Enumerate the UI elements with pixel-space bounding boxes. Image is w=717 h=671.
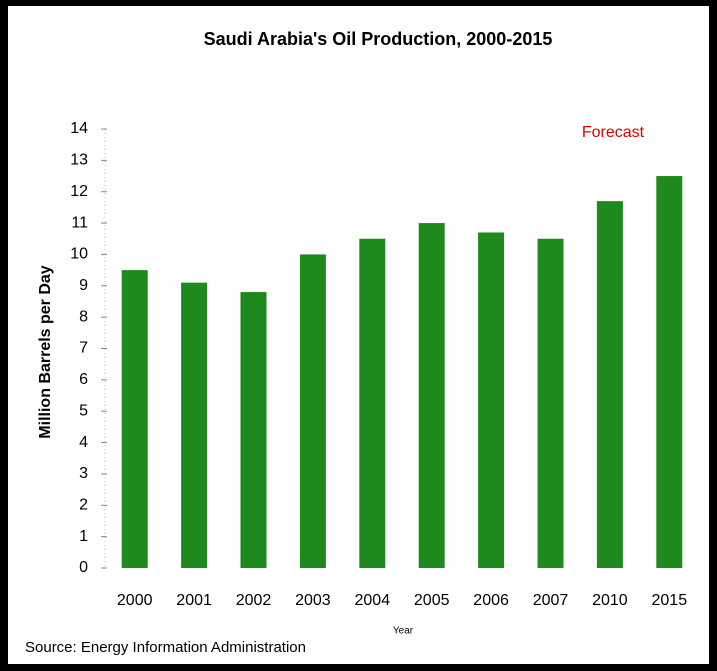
x-tick-label: 2005 [414, 592, 450, 609]
y-tick-label: 10 [70, 246, 88, 263]
x-tick-label: 2001 [176, 592, 212, 609]
bar [478, 232, 505, 568]
bar [121, 270, 148, 568]
bar [240, 292, 267, 568]
x-tick-label: 2006 [473, 592, 509, 609]
x-axis-label: Year [393, 626, 414, 637]
bar [299, 254, 326, 568]
x-tick-label: 2000 [117, 592, 153, 609]
x-tick-label: 2002 [236, 592, 272, 609]
source-note: Source: Energy Information Administratio… [25, 639, 306, 656]
y-tick-label: 9 [79, 277, 88, 294]
bar [656, 176, 683, 569]
y-tick-label: 0 [79, 559, 88, 576]
y-tick-label: 5 [79, 402, 88, 419]
x-tick-label: 2010 [592, 592, 628, 609]
y-tick-label: 6 [79, 371, 88, 388]
x-tick-label: 2015 [652, 592, 688, 609]
x-tick-label: 2007 [533, 592, 569, 609]
y-tick-label: 1 [79, 528, 88, 545]
y-tick-label: 11 [71, 214, 88, 231]
y-tick-label: 12 [70, 183, 88, 200]
y-axis-label: Million Barrels per Day [37, 265, 54, 438]
y-tick-label: 7 [79, 340, 88, 357]
x-tick-label: 2003 [295, 592, 331, 609]
bar [418, 223, 445, 569]
y-tick-label: 4 [79, 434, 88, 451]
forecast-annotation: Forecast [582, 124, 645, 141]
bar [181, 282, 208, 568]
y-tick-label: 8 [79, 308, 88, 325]
bar [359, 238, 386, 568]
y-tick-label: 2 [79, 497, 88, 514]
chart-title: Saudi Arabia's Oil Production, 2000-2015 [204, 29, 553, 49]
y-tick-label: 13 [70, 152, 88, 169]
y-tick-label: 14 [70, 120, 88, 137]
x-tick-label: 2004 [355, 592, 391, 609]
y-tick-label: 3 [79, 465, 88, 482]
bar [537, 238, 564, 568]
bar [596, 201, 623, 568]
